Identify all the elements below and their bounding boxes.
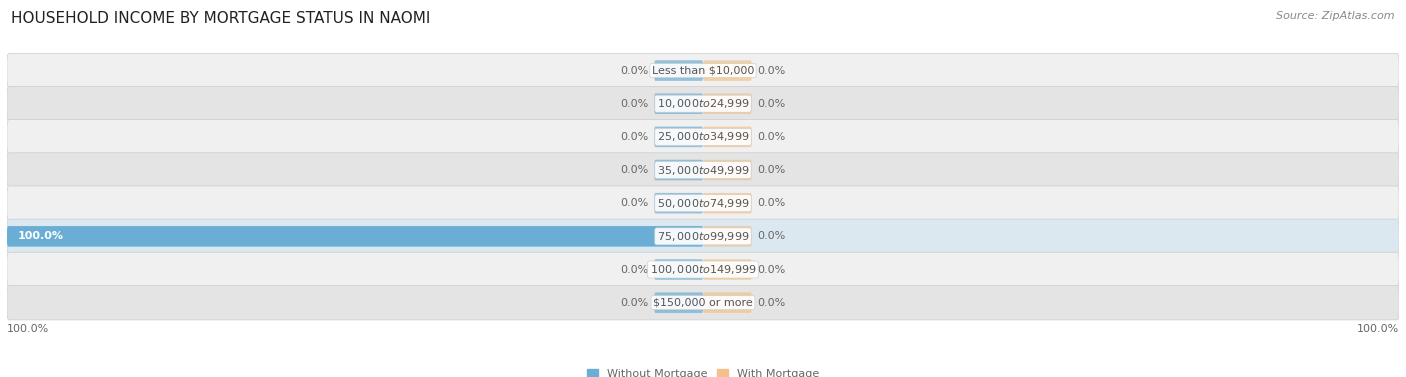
Text: 0.0%: 0.0% xyxy=(758,99,786,109)
Text: 0.0%: 0.0% xyxy=(758,298,786,308)
FancyBboxPatch shape xyxy=(703,160,752,180)
Text: $10,000 to $24,999: $10,000 to $24,999 xyxy=(657,97,749,110)
Text: 0.0%: 0.0% xyxy=(620,165,648,175)
FancyBboxPatch shape xyxy=(703,259,752,280)
Text: $50,000 to $74,999: $50,000 to $74,999 xyxy=(657,197,749,210)
Text: $150,000 or more: $150,000 or more xyxy=(654,298,752,308)
Text: 0.0%: 0.0% xyxy=(620,265,648,274)
FancyBboxPatch shape xyxy=(703,127,752,147)
Text: 0.0%: 0.0% xyxy=(758,231,786,241)
Text: $75,000 to $99,999: $75,000 to $99,999 xyxy=(657,230,749,243)
FancyBboxPatch shape xyxy=(7,120,1399,154)
FancyBboxPatch shape xyxy=(654,60,703,81)
FancyBboxPatch shape xyxy=(654,293,703,313)
FancyBboxPatch shape xyxy=(654,160,703,180)
FancyBboxPatch shape xyxy=(703,293,752,313)
Text: $100,000 to $149,999: $100,000 to $149,999 xyxy=(650,263,756,276)
FancyBboxPatch shape xyxy=(703,60,752,81)
FancyBboxPatch shape xyxy=(7,153,1399,187)
Text: 0.0%: 0.0% xyxy=(620,198,648,208)
FancyBboxPatch shape xyxy=(7,285,1399,320)
Text: 0.0%: 0.0% xyxy=(620,66,648,75)
Text: 0.0%: 0.0% xyxy=(620,99,648,109)
Text: 100.0%: 100.0% xyxy=(17,231,63,241)
FancyBboxPatch shape xyxy=(703,226,752,247)
FancyBboxPatch shape xyxy=(654,127,703,147)
Text: HOUSEHOLD INCOME BY MORTGAGE STATUS IN NAOMI: HOUSEHOLD INCOME BY MORTGAGE STATUS IN N… xyxy=(11,11,430,26)
FancyBboxPatch shape xyxy=(654,259,703,280)
FancyBboxPatch shape xyxy=(703,193,752,213)
FancyBboxPatch shape xyxy=(7,252,1399,287)
Text: Source: ZipAtlas.com: Source: ZipAtlas.com xyxy=(1277,11,1395,21)
Text: 0.0%: 0.0% xyxy=(758,198,786,208)
Text: 0.0%: 0.0% xyxy=(758,165,786,175)
Text: Less than $10,000: Less than $10,000 xyxy=(652,66,754,75)
Text: 0.0%: 0.0% xyxy=(758,66,786,75)
Text: 0.0%: 0.0% xyxy=(620,298,648,308)
FancyBboxPatch shape xyxy=(7,186,1399,221)
Text: 0.0%: 0.0% xyxy=(758,132,786,142)
Text: $35,000 to $49,999: $35,000 to $49,999 xyxy=(657,164,749,176)
FancyBboxPatch shape xyxy=(703,93,752,114)
FancyBboxPatch shape xyxy=(7,53,1399,88)
FancyBboxPatch shape xyxy=(7,226,703,247)
Legend: Without Mortgage, With Mortgage: Without Mortgage, With Mortgage xyxy=(588,369,818,377)
FancyBboxPatch shape xyxy=(654,93,703,114)
Text: 100.0%: 100.0% xyxy=(1357,324,1399,334)
FancyBboxPatch shape xyxy=(7,219,1399,254)
Text: 0.0%: 0.0% xyxy=(620,132,648,142)
Text: 100.0%: 100.0% xyxy=(7,324,49,334)
FancyBboxPatch shape xyxy=(7,86,1399,121)
FancyBboxPatch shape xyxy=(654,193,703,213)
Text: 0.0%: 0.0% xyxy=(758,265,786,274)
Text: $25,000 to $34,999: $25,000 to $34,999 xyxy=(657,130,749,143)
